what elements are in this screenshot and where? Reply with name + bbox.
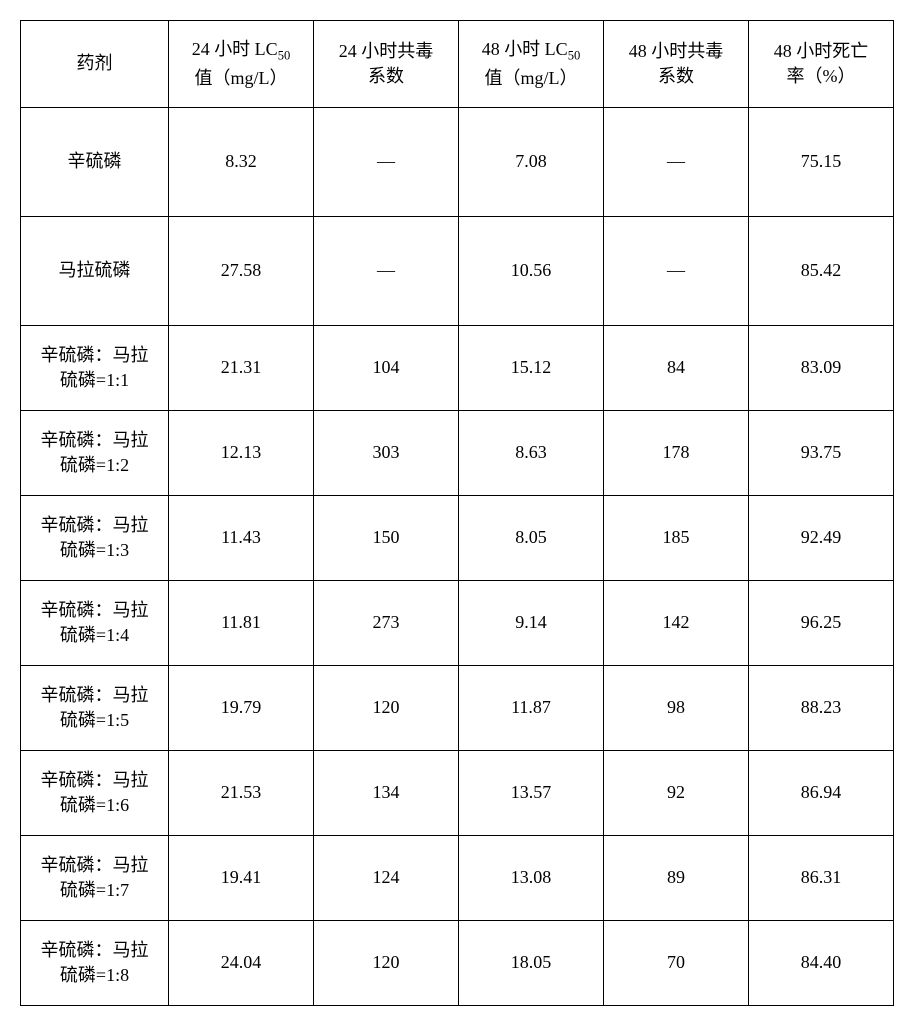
cell-ct24: —: [314, 217, 459, 326]
cell-agent: 辛硫磷：马拉硫磷=1:3: [21, 496, 169, 581]
cell-mort48: 86.31: [749, 836, 894, 921]
cell-lc24: 24.04: [169, 921, 314, 1006]
cell-lc48: 10.56: [459, 217, 604, 326]
cell-ct48: 178: [604, 411, 749, 496]
cell-agent: 辛硫磷：马拉硫磷=1:1: [21, 326, 169, 411]
table-row: 辛硫磷：马拉硫磷=1:621.5313413.579286.94: [21, 751, 894, 836]
header-row: 药剂24 小时 LC50值（mg/L）24 小时共毒系数48 小时 LC50值（…: [21, 21, 894, 108]
cell-lc48: 18.05: [459, 921, 604, 1006]
cell-agent: 辛硫磷：马拉硫磷=1:2: [21, 411, 169, 496]
cell-agent: 马拉硫磷: [21, 217, 169, 326]
column-header-2: 24 小时共毒系数: [314, 21, 459, 108]
cell-ct48: 84: [604, 326, 749, 411]
cell-mort48: 84.40: [749, 921, 894, 1006]
cell-lc24: 19.41: [169, 836, 314, 921]
cell-lc24: 12.13: [169, 411, 314, 496]
cell-agent: 辛硫磷：马拉硫磷=1:5: [21, 666, 169, 751]
cell-lc48: 8.05: [459, 496, 604, 581]
cell-ct24: 104: [314, 326, 459, 411]
cell-lc48: 15.12: [459, 326, 604, 411]
cell-ct48: 89: [604, 836, 749, 921]
cell-ct24: 150: [314, 496, 459, 581]
column-header-3: 48 小时 LC50值（mg/L）: [459, 21, 604, 108]
cell-ct24: 120: [314, 666, 459, 751]
column-header-1: 24 小时 LC50值（mg/L）: [169, 21, 314, 108]
cell-ct48: 185: [604, 496, 749, 581]
cell-ct48: —: [604, 217, 749, 326]
table-row: 辛硫磷：马拉硫磷=1:212.133038.6317893.75: [21, 411, 894, 496]
table-row: 辛硫磷：马拉硫磷=1:311.431508.0518592.49: [21, 496, 894, 581]
table-body: 辛硫磷8.32—7.08—75.15马拉硫磷27.58—10.56—85.42辛…: [21, 108, 894, 1006]
table-row: 辛硫磷：马拉硫磷=1:519.7912011.879888.23: [21, 666, 894, 751]
toxicity-table: 药剂24 小时 LC50值（mg/L）24 小时共毒系数48 小时 LC50值（…: [20, 20, 894, 1006]
cell-lc24: 11.43: [169, 496, 314, 581]
cell-mort48: 85.42: [749, 217, 894, 326]
cell-mort48: 96.25: [749, 581, 894, 666]
cell-ct48: —: [604, 108, 749, 217]
table-row: 辛硫磷：马拉硫磷=1:411.812739.1414296.25: [21, 581, 894, 666]
cell-ct24: 303: [314, 411, 459, 496]
cell-lc48: 7.08: [459, 108, 604, 217]
table-row: 辛硫磷：马拉硫磷=1:824.0412018.057084.40: [21, 921, 894, 1006]
cell-agent: 辛硫磷：马拉硫磷=1:6: [21, 751, 169, 836]
cell-ct24: 134: [314, 751, 459, 836]
column-header-0: 药剂: [21, 21, 169, 108]
table-row: 辛硫磷：马拉硫磷=1:719.4112413.088986.31: [21, 836, 894, 921]
cell-agent: 辛硫磷：马拉硫磷=1:8: [21, 921, 169, 1006]
cell-lc24: 21.31: [169, 326, 314, 411]
cell-mort48: 93.75: [749, 411, 894, 496]
cell-lc24: 27.58: [169, 217, 314, 326]
cell-lc48: 9.14: [459, 581, 604, 666]
cell-mort48: 83.09: [749, 326, 894, 411]
cell-lc48: 13.57: [459, 751, 604, 836]
cell-lc48: 13.08: [459, 836, 604, 921]
table-row: 辛硫磷8.32—7.08—75.15: [21, 108, 894, 217]
cell-lc48: 8.63: [459, 411, 604, 496]
cell-lc48: 11.87: [459, 666, 604, 751]
cell-agent: 辛硫磷: [21, 108, 169, 217]
cell-ct24: 120: [314, 921, 459, 1006]
cell-mort48: 92.49: [749, 496, 894, 581]
cell-lc24: 11.81: [169, 581, 314, 666]
table-row: 马拉硫磷27.58—10.56—85.42: [21, 217, 894, 326]
cell-mort48: 75.15: [749, 108, 894, 217]
cell-ct48: 92: [604, 751, 749, 836]
column-header-4: 48 小时共毒系数: [604, 21, 749, 108]
cell-ct48: 142: [604, 581, 749, 666]
table-row: 辛硫磷：马拉硫磷=1:121.3110415.128483.09: [21, 326, 894, 411]
cell-mort48: 86.94: [749, 751, 894, 836]
cell-lc24: 19.79: [169, 666, 314, 751]
cell-agent: 辛硫磷：马拉硫磷=1:7: [21, 836, 169, 921]
cell-ct48: 70: [604, 921, 749, 1006]
cell-lc24: 21.53: [169, 751, 314, 836]
column-header-5: 48 小时死亡率（%）: [749, 21, 894, 108]
table-header: 药剂24 小时 LC50值（mg/L）24 小时共毒系数48 小时 LC50值（…: [21, 21, 894, 108]
cell-ct24: —: [314, 108, 459, 217]
cell-agent: 辛硫磷：马拉硫磷=1:4: [21, 581, 169, 666]
cell-ct24: 273: [314, 581, 459, 666]
cell-mort48: 88.23: [749, 666, 894, 751]
cell-ct48: 98: [604, 666, 749, 751]
cell-lc24: 8.32: [169, 108, 314, 217]
cell-ct24: 124: [314, 836, 459, 921]
